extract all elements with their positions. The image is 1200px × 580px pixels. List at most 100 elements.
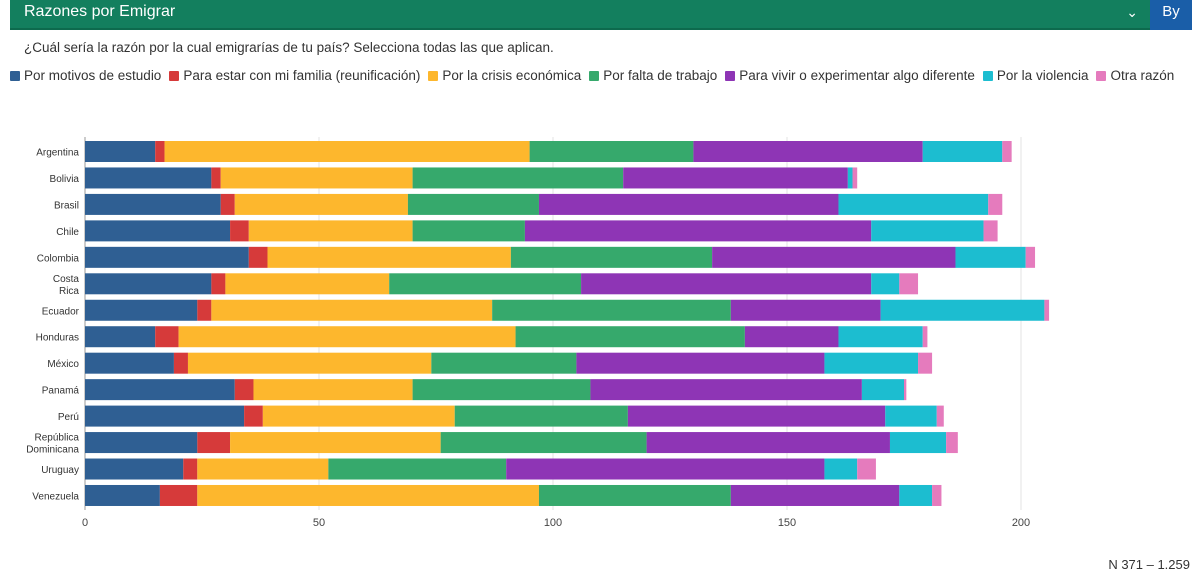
bar-segment xyxy=(623,167,848,189)
bar-segment xyxy=(693,141,923,162)
by-button[interactable]: By xyxy=(1150,0,1192,30)
legend-swatch xyxy=(169,70,180,81)
y-category-label: Colombia xyxy=(37,253,80,264)
legend-item[interactable]: Otra razón xyxy=(1096,66,1174,85)
y-category-label: Perú xyxy=(58,412,79,423)
legend-swatch xyxy=(982,70,993,81)
bar-segment xyxy=(988,193,1003,215)
bar-segment xyxy=(955,246,1026,268)
bar-segment xyxy=(220,167,413,189)
bar-segment xyxy=(225,273,390,295)
legend-item[interactable]: Por falta de trabajo xyxy=(589,66,717,85)
bar-segment xyxy=(576,352,825,374)
legend-swatch xyxy=(589,70,600,81)
legend-item[interactable]: Para estar con mi familia (reunificación… xyxy=(169,66,420,85)
legend-item[interactable]: Por la violencia xyxy=(982,66,1088,85)
legend-swatch xyxy=(428,70,439,81)
legend-item[interactable]: Por la crisis económica xyxy=(428,66,581,85)
bar-segment xyxy=(412,379,591,401)
bar-segment xyxy=(744,326,839,348)
section-header[interactable]: Razones por Emigrar ⌄ xyxy=(10,0,1150,30)
bar-segment xyxy=(871,273,900,295)
legend: Por motivos de estudio Para estar con mi … xyxy=(10,66,1190,86)
bar-segment xyxy=(178,326,516,348)
bar-segment xyxy=(253,379,413,401)
bar-segment xyxy=(885,405,937,427)
bar-segment xyxy=(1044,299,1050,321)
bar-segment xyxy=(159,484,198,506)
bar-segment xyxy=(389,273,582,295)
y-category-label: Rica xyxy=(59,286,79,297)
bar-segment xyxy=(899,484,933,506)
bar-segment xyxy=(85,405,245,427)
y-category-label: Panamá xyxy=(42,386,80,397)
bar-segment xyxy=(861,379,904,401)
bar-segment xyxy=(838,193,989,215)
question-text: ¿Cuál sería la razón por la cual emigrar… xyxy=(24,40,554,55)
bar-segment xyxy=(267,246,511,268)
bar-segment xyxy=(164,141,530,162)
bar-segment xyxy=(899,273,919,295)
bar-segment xyxy=(454,405,628,427)
y-category-label: Dominicana xyxy=(26,445,79,456)
y-category-label: Honduras xyxy=(36,333,79,344)
bar-segment xyxy=(211,299,493,321)
bar-segment xyxy=(627,405,886,427)
bar-segment xyxy=(1002,141,1012,162)
bar-segment xyxy=(155,326,179,348)
bar-segment xyxy=(824,352,919,374)
bar-segment xyxy=(922,326,928,348)
bar-segment xyxy=(187,352,432,374)
legend-label: Para estar con mi familia (reunificación… xyxy=(183,68,421,83)
bar-segment xyxy=(85,141,156,162)
bar-segment xyxy=(515,326,745,348)
bar-segment xyxy=(85,326,156,348)
bar-segment xyxy=(85,352,174,374)
x-tick-label: 0 xyxy=(82,517,88,529)
bar-segment xyxy=(1025,246,1036,268)
bar-segment xyxy=(529,141,694,162)
bar-segment xyxy=(183,458,198,480)
legend-label: Otra razón xyxy=(1110,68,1175,83)
y-category-label: Brasil xyxy=(54,200,79,211)
y-category-label: México xyxy=(47,359,79,370)
bar-segment xyxy=(857,458,876,480)
chevron-down-icon[interactable]: ⌄ xyxy=(1126,4,1138,20)
y-category-label: Ecuador xyxy=(42,306,80,317)
sample-size: N 371 – 1.259 xyxy=(1108,557,1190,572)
bar-segment xyxy=(412,167,624,189)
bar-segment xyxy=(918,352,933,374)
bar-segment xyxy=(946,432,958,454)
bar-segment xyxy=(730,299,881,321)
legend-label: Por la crisis económica xyxy=(442,68,582,83)
bar-segment xyxy=(197,458,329,480)
legend-label: Para vivir o experimentar algo diferente xyxy=(739,68,975,83)
bar-segment xyxy=(871,220,984,242)
bar-segment xyxy=(211,273,226,295)
section-title: Razones por Emigrar xyxy=(24,3,176,20)
legend-item[interactable]: Por motivos de estudio xyxy=(10,66,161,85)
bar-segment xyxy=(590,379,862,401)
x-tick-label: 100 xyxy=(544,517,562,529)
x-tick-label: 150 xyxy=(778,517,796,529)
bar-segment xyxy=(248,246,268,268)
bar-segment xyxy=(431,352,577,374)
bar-segment xyxy=(983,220,998,242)
bar-segment xyxy=(85,458,184,480)
legend-item[interactable]: Para vivir o experimentar algo diferente xyxy=(725,66,975,85)
legend-swatch xyxy=(725,70,736,81)
bar-segment xyxy=(712,246,956,268)
bar-segment xyxy=(904,379,907,401)
bar-segment xyxy=(440,432,647,454)
bar-segment xyxy=(838,326,923,348)
bar-segment xyxy=(85,484,160,506)
bar-segment xyxy=(211,167,221,189)
bar-segment xyxy=(220,193,235,215)
bar-segment xyxy=(412,220,525,242)
bar-segment xyxy=(85,246,249,268)
bar-segment xyxy=(492,299,731,321)
legend-label: Por motivos de estudio xyxy=(24,68,162,83)
legend-label: Por falta de trabajo xyxy=(603,68,718,83)
bar-segment xyxy=(506,458,825,480)
